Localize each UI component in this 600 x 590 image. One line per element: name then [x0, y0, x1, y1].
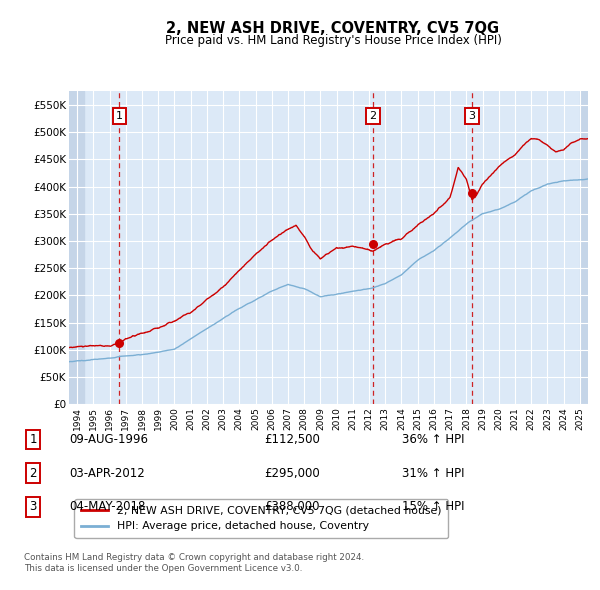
Bar: [580, 91, 588, 404]
Text: 04-MAY-2018: 04-MAY-2018: [69, 500, 145, 513]
Text: 2: 2: [29, 467, 37, 480]
Text: 1: 1: [116, 111, 123, 121]
Text: 15% ↑ HPI: 15% ↑ HPI: [402, 500, 464, 513]
Text: 09-AUG-1996: 09-AUG-1996: [69, 433, 148, 446]
Text: 1: 1: [29, 433, 37, 446]
Text: £388,000: £388,000: [264, 500, 320, 513]
Text: 03-APR-2012: 03-APR-2012: [69, 467, 145, 480]
Bar: [69, 91, 85, 404]
Text: Contains HM Land Registry data © Crown copyright and database right 2024.
This d: Contains HM Land Registry data © Crown c…: [24, 553, 364, 573]
Text: 3: 3: [469, 111, 476, 121]
Text: £112,500: £112,500: [264, 433, 320, 446]
Text: Price paid vs. HM Land Registry's House Price Index (HPI): Price paid vs. HM Land Registry's House …: [164, 34, 502, 47]
Text: 3: 3: [29, 500, 37, 513]
Text: 2: 2: [370, 111, 377, 121]
Text: 31% ↑ HPI: 31% ↑ HPI: [402, 467, 464, 480]
Text: 36% ↑ HPI: 36% ↑ HPI: [402, 433, 464, 446]
Text: 2, NEW ASH DRIVE, COVENTRY, CV5 7QG: 2, NEW ASH DRIVE, COVENTRY, CV5 7QG: [166, 21, 500, 35]
Text: £295,000: £295,000: [264, 467, 320, 480]
Legend: 2, NEW ASH DRIVE, COVENTRY, CV5 7QG (detached house), HPI: Average price, detach: 2, NEW ASH DRIVE, COVENTRY, CV5 7QG (det…: [74, 500, 448, 538]
